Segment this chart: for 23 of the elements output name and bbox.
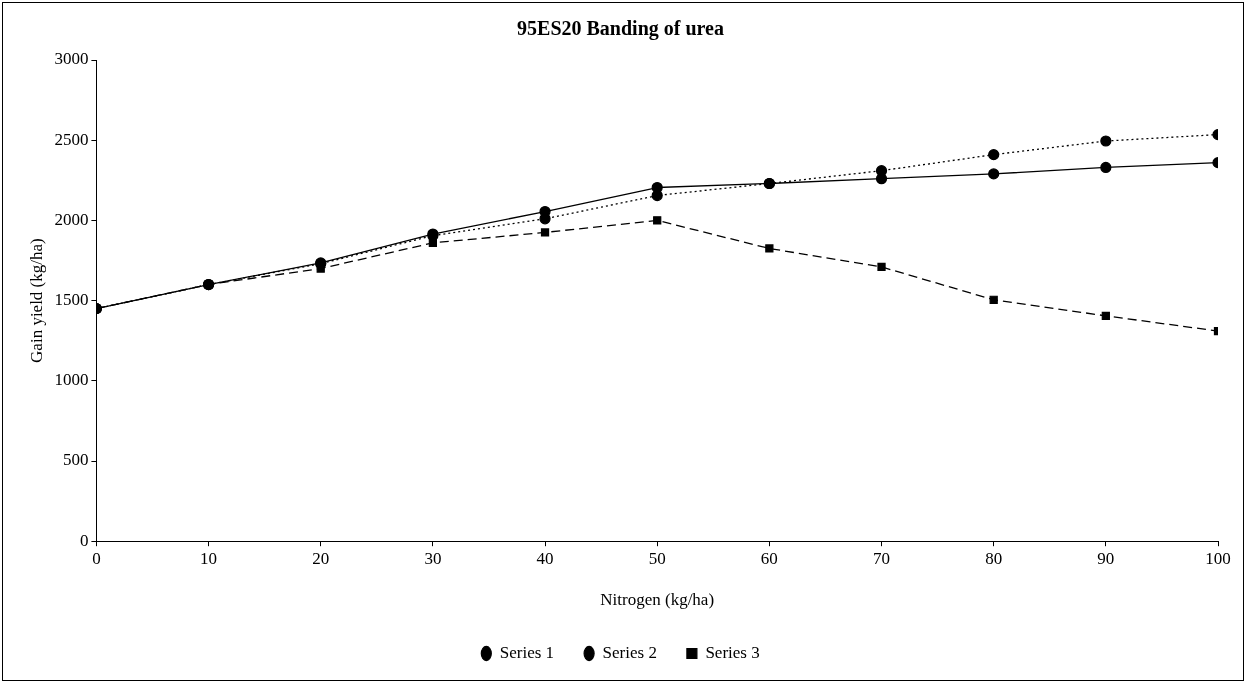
y-tick-label: 1500 xyxy=(54,290,89,310)
legend-label: Series 1 xyxy=(499,642,555,662)
legend-label: Series 2 xyxy=(602,642,657,662)
y-tick-label: 0 xyxy=(79,530,89,550)
x-axis-title: Nitrogen (kg/ha) xyxy=(600,590,715,610)
legend-label: Series 3 xyxy=(705,642,760,662)
x-tick-label: 90 xyxy=(1097,548,1115,568)
y-tick-label: 1000 xyxy=(54,370,89,390)
x-tick-label: 60 xyxy=(760,548,778,568)
x-tick-label: 10 xyxy=(200,548,218,568)
x-tick-label: 20 xyxy=(312,548,330,568)
x-tick-label: 30 xyxy=(424,548,442,568)
y-tick-label: 2000 xyxy=(54,209,89,229)
x-tick-label: 50 xyxy=(648,548,666,568)
y-axis-title: Gain yield (kg/ha) xyxy=(26,238,46,363)
x-tick-label: 100 xyxy=(1205,548,1231,568)
x-tick-label: 70 xyxy=(873,548,891,568)
y-tick-label: 3000 xyxy=(54,49,89,69)
chart-title: 95ES20 Banding of urea xyxy=(517,17,724,41)
y-tick-label: 2500 xyxy=(54,129,89,149)
x-tick-label: 80 xyxy=(985,548,1003,568)
x-tick-label: 40 xyxy=(536,548,554,568)
y-tick-label: 500 xyxy=(62,450,89,470)
